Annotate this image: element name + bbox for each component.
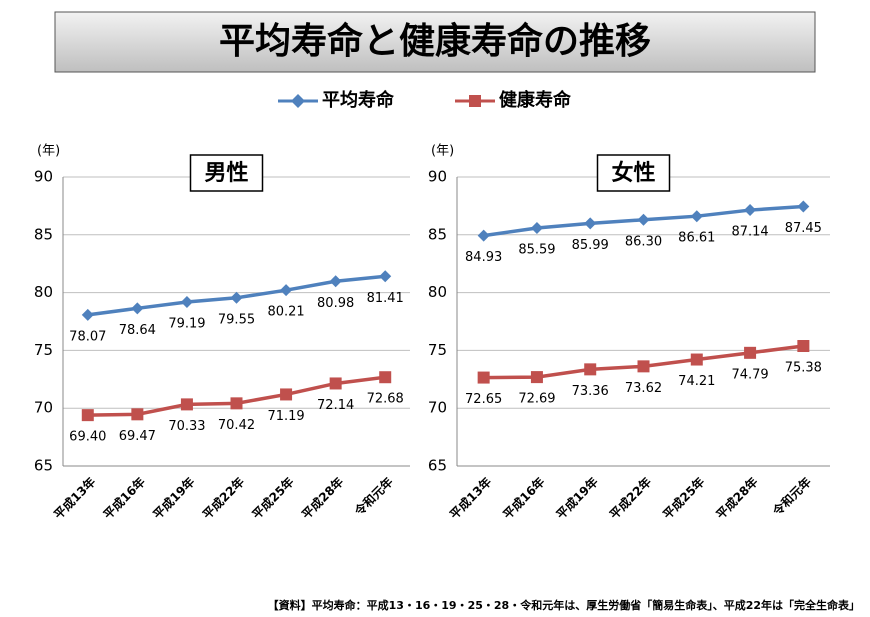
x-tick-label: 平成25年 (249, 474, 297, 522)
legend-label: 健康寿命 (499, 89, 572, 111)
point (797, 200, 810, 213)
point (637, 213, 650, 226)
x-tick-label: 平成16年 (100, 474, 148, 522)
y-tick-label: 85 (34, 225, 53, 243)
data-label: 72.14 (317, 398, 354, 413)
y-tick-label: 85 (428, 225, 447, 243)
point (230, 291, 243, 304)
point (744, 204, 757, 217)
data-label: 78.64 (119, 323, 156, 338)
point (797, 340, 810, 353)
x-tick-label: 平成22年 (606, 474, 654, 522)
data-label: 86.30 (625, 234, 662, 249)
x-tick-label: 平成28年 (298, 474, 346, 522)
point (530, 221, 543, 234)
data-label: 81.41 (367, 291, 404, 306)
x-tick-label: 平成22年 (199, 474, 247, 522)
data-label: 73.62 (625, 381, 662, 396)
data-label: 87.45 (785, 221, 822, 236)
point (329, 377, 342, 390)
point (280, 388, 293, 401)
data-label: 72.69 (518, 392, 555, 407)
y-tick-label: 65 (428, 457, 447, 475)
y-tick-label: 90 (428, 168, 447, 186)
point (180, 398, 193, 411)
source-note: 【資料】平均寿命：平成13・16・19・25・28・令和元年は、厚生労働省「簡易… (268, 598, 860, 612)
legend-marker (469, 95, 481, 107)
panel-title: 女性 (611, 160, 655, 186)
point (690, 210, 703, 223)
data-label: 79.55 (218, 312, 255, 327)
point (584, 217, 597, 230)
point (131, 302, 144, 315)
y-tick-label: 80 (428, 283, 447, 301)
data-label: 79.19 (168, 316, 205, 331)
point (180, 295, 193, 308)
y-tick-label: 70 (428, 399, 447, 417)
x-tick-label: 令和元年 (351, 474, 396, 519)
data-label: 85.59 (518, 242, 555, 257)
data-label: 70.33 (168, 419, 205, 434)
point (744, 346, 757, 359)
data-label: 69.47 (119, 429, 156, 444)
data-label: 70.42 (218, 418, 255, 433)
data-label: 72.65 (465, 392, 502, 407)
y-axis-label: (年) (37, 144, 60, 159)
data-label: 75.38 (785, 361, 822, 376)
legend-label: 平均寿命 (322, 89, 395, 111)
data-label: 69.40 (69, 430, 106, 445)
data-label: 84.93 (465, 250, 502, 265)
data-label: 78.07 (69, 329, 106, 344)
x-tick-label: 平成25年 (660, 474, 708, 522)
point (477, 371, 490, 384)
y-axis-label: (年) (431, 144, 454, 159)
data-label: 80.21 (267, 305, 304, 320)
page-title: 平均寿命と健康寿命の推移 (219, 20, 651, 62)
point (637, 360, 650, 373)
panel-title-box (596, 154, 671, 192)
point (530, 371, 543, 384)
y-tick-label: 80 (34, 283, 53, 301)
point (379, 371, 392, 384)
point (329, 275, 342, 288)
data-label: 74.21 (678, 374, 715, 389)
panel-title: 男性 (204, 161, 248, 186)
point (280, 284, 293, 297)
point (584, 363, 597, 376)
panel-title-box (189, 154, 264, 192)
title-box (54, 11, 816, 73)
data-label: 87.14 (731, 225, 768, 240)
y-tick-label: 70 (34, 399, 53, 417)
data-label: 85.99 (572, 238, 609, 253)
data-label: 80.98 (317, 296, 354, 311)
data-label: 74.79 (731, 367, 768, 382)
x-tick-label: 平成13年 (51, 474, 99, 522)
legend-marker (291, 94, 305, 108)
point (230, 397, 243, 410)
point (690, 353, 703, 366)
x-tick-label: 平成19年 (150, 474, 198, 522)
data-label: 73.36 (572, 384, 609, 399)
y-tick-label: 90 (34, 168, 53, 186)
data-label: 72.68 (367, 392, 404, 407)
y-tick-label: 75 (428, 341, 447, 359)
point (81, 409, 94, 422)
point (477, 229, 490, 242)
data-label: 86.61 (678, 231, 715, 246)
x-tick-label: 平成13年 (446, 474, 494, 522)
y-tick-label: 65 (34, 457, 53, 475)
point (131, 408, 144, 421)
x-tick-label: 平成19年 (553, 474, 601, 522)
x-tick-label: 令和元年 (769, 474, 814, 519)
point (379, 270, 392, 283)
point (81, 308, 94, 321)
x-tick-label: 平成28年 (713, 474, 761, 522)
y-tick-label: 75 (34, 341, 53, 359)
x-tick-label: 平成16年 (500, 474, 548, 522)
data-label: 71.19 (267, 409, 304, 424)
